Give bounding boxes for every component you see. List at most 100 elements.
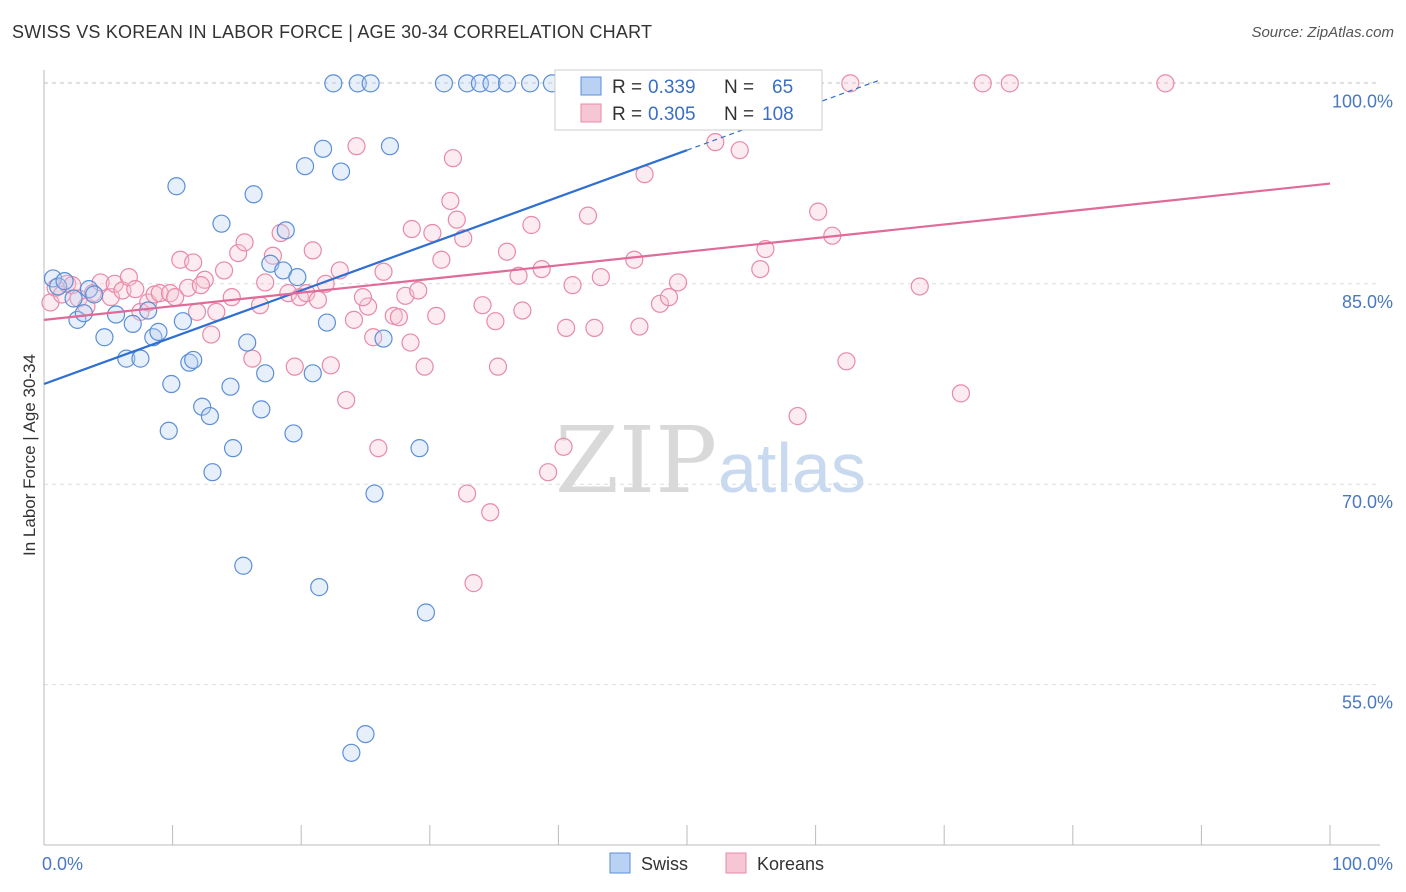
swiss-point-5 [74, 304, 93, 323]
watermark: ZIP atlas [555, 407, 866, 514]
swiss-point-12 [131, 349, 150, 368]
koreans-point-72 [522, 215, 541, 235]
koreans-trend-line [43, 182, 1331, 321]
koreans-point-65 [464, 574, 483, 593]
koreans-point-41 [308, 290, 328, 309]
swiss-n-value: 65 [772, 77, 793, 98]
koreans-point-67 [481, 503, 500, 522]
swiss-point-35 [276, 221, 295, 240]
koreans-point-105 [353, 288, 373, 307]
koreans-point-53 [389, 308, 409, 327]
koreans-n-label: N = [724, 104, 754, 125]
swiss-trend-line [43, 149, 688, 386]
koreans-point-37 [285, 357, 304, 376]
axes [43, 70, 1380, 846]
swiss-point-51 [380, 137, 400, 156]
koreans-point-60 [432, 250, 451, 269]
koreans-point-102 [402, 219, 421, 239]
y-tick-label-3: 100.0% [1332, 91, 1393, 111]
swiss-point-43 [324, 74, 343, 93]
swiss-point-41 [313, 139, 333, 158]
koreans-point-35 [271, 223, 290, 243]
y-axis-label: In Labor Force | Age 30-34 [20, 354, 39, 556]
koreans-point-101 [443, 149, 463, 168]
koreans-point-98 [1000, 74, 1019, 93]
swiss-point-31 [252, 400, 271, 419]
koreans-point-93 [837, 352, 856, 371]
koreans-point-26 [207, 302, 226, 321]
koreans-point-33 [256, 273, 275, 292]
swiss-point-11 [123, 314, 142, 333]
swiss-point-45 [342, 743, 361, 762]
koreans-point-13 [126, 280, 145, 299]
koreans-point-91 [809, 202, 828, 221]
koreans-point-75 [557, 318, 576, 337]
y-tick-label-2: 85.0% [1342, 292, 1393, 312]
koreans-point-64 [457, 484, 477, 503]
y-tick-label-1: 70.0% [1342, 492, 1393, 512]
koreans-point-99 [1156, 74, 1175, 93]
koreans-point-100 [554, 437, 573, 456]
grid-lines [44, 81, 1380, 686]
swiss-point-37 [288, 268, 307, 287]
koreans-point-96 [951, 384, 971, 403]
swiss-point-55 [457, 74, 477, 93]
koreans-point-80 [625, 250, 644, 269]
koreans-point-97 [973, 74, 992, 93]
koreans-point-90 [788, 406, 807, 426]
swiss-point-9 [106, 305, 126, 324]
koreans-point-25 [202, 325, 221, 344]
watermark-atlas: atlas [718, 429, 866, 507]
swiss-point-44 [331, 162, 351, 181]
swiss-point-27 [223, 439, 243, 458]
tick-labels: 55.0% 70.0% 85.0% 100.0% 0.0% 100.0% [42, 91, 1393, 874]
koreans-point-88 [751, 259, 770, 279]
koreans-point-30 [235, 233, 254, 252]
koreans-point-58 [423, 223, 442, 243]
swiss-point-50 [374, 329, 393, 348]
swiss-point-32 [256, 364, 275, 383]
swiss-point-38 [295, 157, 315, 176]
watermark-zip: ZIP [555, 407, 717, 514]
swiss-r-label: R = [612, 77, 642, 98]
koreans-point-55 [401, 333, 420, 352]
koreans-point-69 [497, 242, 517, 261]
koreans-point-81 [630, 317, 649, 336]
koreans-point-40 [303, 241, 322, 260]
koreans-point-95 [910, 277, 929, 296]
koreans-point-59 [427, 306, 446, 325]
koreans-point-94 [841, 74, 860, 93]
series-legend: Swiss Koreans [609, 852, 824, 874]
swiss-r-value: 0.339 [648, 77, 696, 98]
swiss-point-8 [95, 328, 114, 347]
koreans-legend-marker [725, 852, 747, 874]
koreans-point-47 [347, 137, 366, 156]
koreans-point-83 [659, 288, 679, 307]
stats-legend: R = 0.339 N = 65 R = 0.305 N = 108 [554, 69, 823, 131]
koreans-point-84 [668, 273, 688, 292]
swiss-point-25 [212, 214, 231, 233]
koreans-point-106 [486, 312, 505, 331]
chart-title: SWISS VS KOREAN IN LABOR FORCE | AGE 30-… [12, 22, 653, 42]
x-tick-label-1: 100.0% [1332, 854, 1393, 874]
koreans-legend-label: Koreans [757, 854, 824, 874]
swiss-n-label: N = [724, 77, 754, 98]
swiss-point-26 [221, 377, 240, 396]
swiss-point-46 [348, 74, 367, 93]
koreans-point-51 [374, 262, 393, 281]
koreans-point-43 [321, 356, 340, 375]
koreans-legend-swatch [580, 103, 602, 123]
koreans-point-62 [447, 210, 466, 229]
swiss-point-39 [303, 364, 322, 383]
swiss-point-7 [85, 285, 104, 304]
swiss-point-3 [64, 289, 83, 308]
koreans-point-76 [563, 276, 582, 295]
source-label: Source: ZipAtlas.com [1251, 24, 1394, 41]
swiss-point-10 [117, 349, 136, 368]
swiss-point-14 [144, 328, 163, 347]
koreans-n-value: 108 [762, 104, 794, 125]
swiss-point-53 [416, 603, 436, 622]
swiss-point-57 [482, 74, 501, 93]
swiss-point-24 [203, 463, 222, 482]
